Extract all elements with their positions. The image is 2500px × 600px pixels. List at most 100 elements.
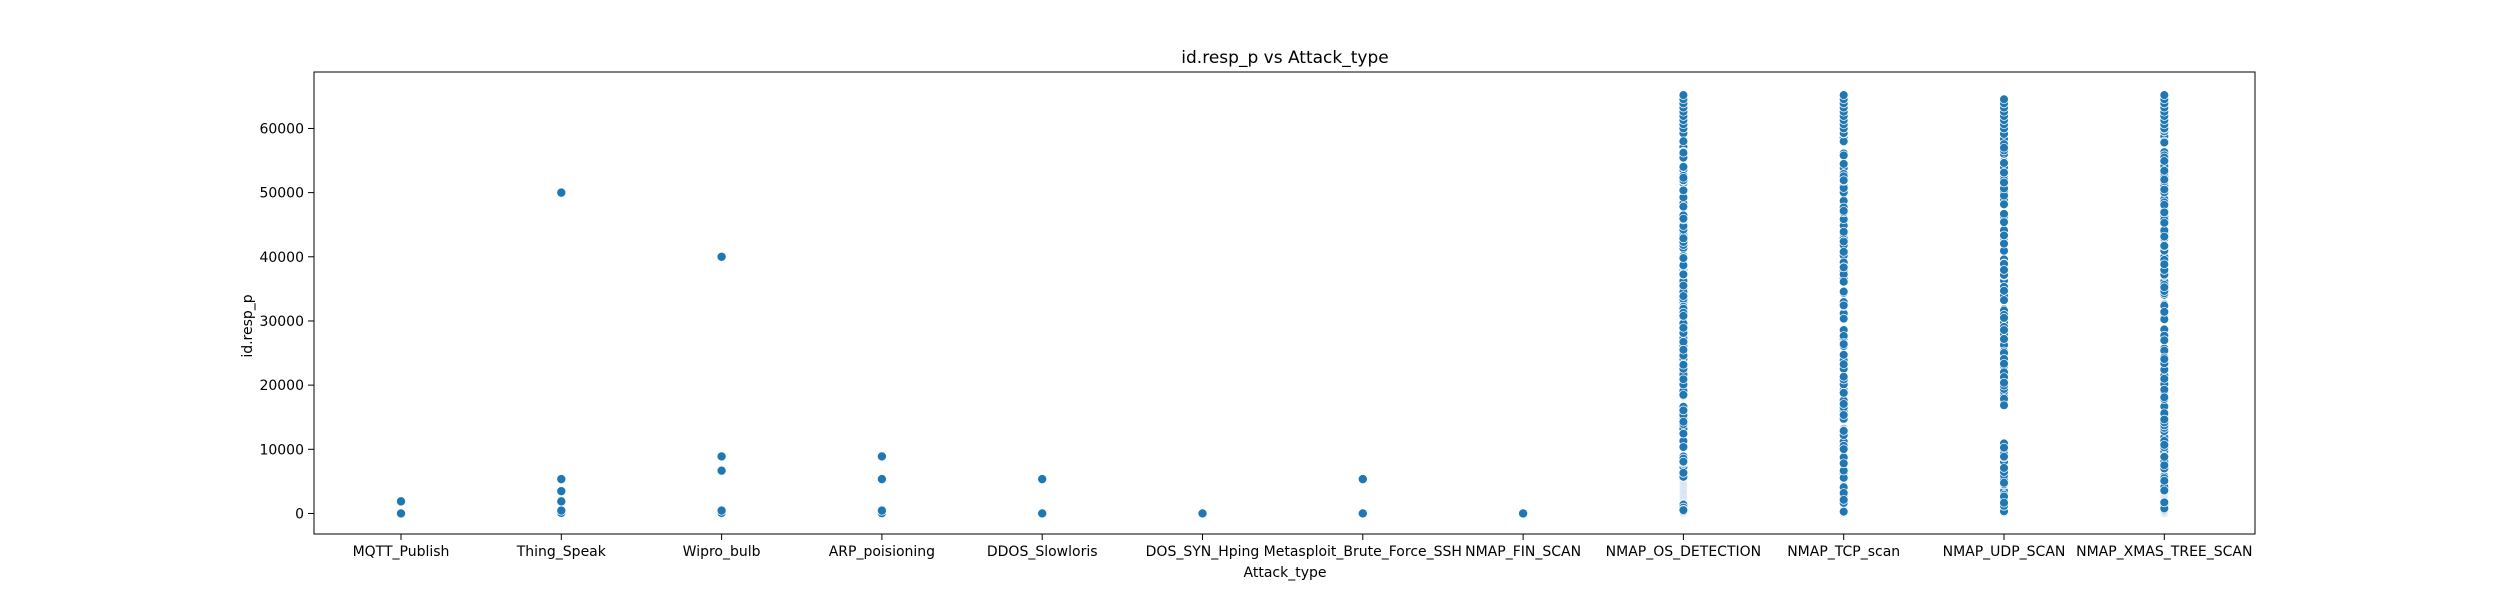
data-point (1678, 311, 1689, 321)
data-point (1518, 508, 1529, 519)
data-point (2159, 374, 2170, 384)
y-tick-label: 50000 (259, 186, 304, 202)
data-point (1678, 136, 1689, 146)
data-point (1838, 276, 1849, 287)
data-point (716, 465, 727, 476)
data-point (1838, 388, 1849, 398)
x-tick-label: NMAP_OS_DETECTION (1606, 544, 1761, 560)
data-point (1838, 206, 1849, 216)
data-point (2159, 241, 2170, 251)
data-point (1999, 358, 2009, 369)
data-point (1999, 463, 2009, 473)
x-axis-label: Attack_type (1244, 565, 1327, 581)
data-point (1678, 90, 1689, 100)
data-point (1999, 158, 2009, 168)
data-point (1678, 359, 1689, 370)
data-point (1999, 167, 2009, 178)
axes: 0 10000 20000 30000 40000 50000 60000 MQTT_Publ… (259, 71, 2256, 560)
data-point (1838, 175, 1849, 186)
data-point (1838, 371, 1849, 382)
x-tick-label: NMAP_UDP_SCAN (1943, 544, 2066, 560)
data-point (1838, 410, 1849, 420)
data-point (2159, 184, 2170, 195)
data-point (1678, 291, 1689, 301)
data-point (2159, 354, 2170, 364)
data-point (2159, 452, 2170, 462)
data-point (1037, 474, 1048, 485)
data-point (876, 474, 887, 485)
x-tick-label: NMAP_TCP_scan (1787, 544, 1900, 560)
x-tick-label: NMAP_FIN_SCAN (1465, 544, 1581, 560)
data-point (2159, 282, 2170, 293)
plot-frame (313, 71, 2256, 535)
data-point (1999, 238, 2009, 249)
data-point (1838, 262, 1849, 273)
data-point (1678, 147, 1689, 158)
data-point (1678, 173, 1689, 183)
data-point (1838, 506, 1849, 517)
data-point (395, 496, 406, 507)
x-tick-label: DOS_SYN_Hping (1146, 544, 1260, 560)
data-point (2159, 335, 2170, 346)
data-point (1838, 339, 1849, 349)
data-point (1678, 442, 1689, 452)
data-point (2159, 231, 2170, 242)
data-point (2159, 156, 2170, 166)
data-point (1678, 345, 1689, 355)
data-point (1999, 286, 2009, 296)
data-point (1357, 474, 1368, 485)
data-point (1999, 400, 2009, 411)
data-point (1037, 508, 1048, 519)
data-point (2159, 166, 2170, 176)
data-point (2159, 476, 2170, 486)
data-point (1999, 177, 2009, 188)
data-point (1678, 456, 1689, 467)
x-tick-label: DDOS_Slowloris (987, 544, 1098, 560)
data-point (1838, 227, 1849, 237)
data-point (1999, 442, 2009, 453)
data-point (1999, 325, 2009, 335)
data-point (1678, 269, 1689, 280)
data-point (1838, 359, 1849, 369)
data-point (1999, 378, 2009, 388)
data-point (1678, 162, 1689, 172)
data-point (1838, 350, 1849, 360)
data-point (1838, 399, 1849, 409)
y-tick-label: 30000 (259, 314, 304, 330)
data-point (1838, 150, 1849, 161)
data-point (2159, 440, 2170, 450)
data-point (1678, 253, 1689, 263)
data-point (2159, 218, 2170, 228)
data-point (2159, 259, 2170, 270)
data-point (1678, 416, 1689, 427)
data-point (1999, 199, 2009, 210)
data-point (1678, 185, 1689, 196)
data-point (1678, 428, 1689, 439)
chart-title: id.resp_p vs Attack_type (1181, 48, 1388, 68)
y-tick-label: 10000 (259, 442, 304, 458)
data-point (1838, 247, 1849, 257)
data-point (556, 486, 567, 497)
data-point (556, 474, 567, 485)
data-point (716, 505, 727, 516)
data-point (716, 451, 727, 462)
data-point (1999, 497, 2009, 508)
y-tick-label: 20000 (259, 378, 304, 394)
data-point (1999, 295, 2009, 305)
data-point (1838, 495, 1849, 505)
data-point (395, 508, 406, 519)
data-point (2159, 207, 2170, 218)
data-point (1999, 313, 2009, 323)
data-point (2159, 497, 2170, 508)
data-point (1678, 505, 1689, 515)
data-point (1999, 451, 2009, 462)
y-tick-label: 60000 (259, 121, 304, 137)
x-tick-label: Wipro_bulb (683, 544, 761, 560)
x-tick-label: Metasploit_Brute_Force_SSH (1264, 544, 1462, 560)
data-point (1678, 201, 1689, 212)
data-point (2159, 307, 2170, 317)
data-point (716, 251, 727, 262)
data-point (1838, 313, 1849, 324)
